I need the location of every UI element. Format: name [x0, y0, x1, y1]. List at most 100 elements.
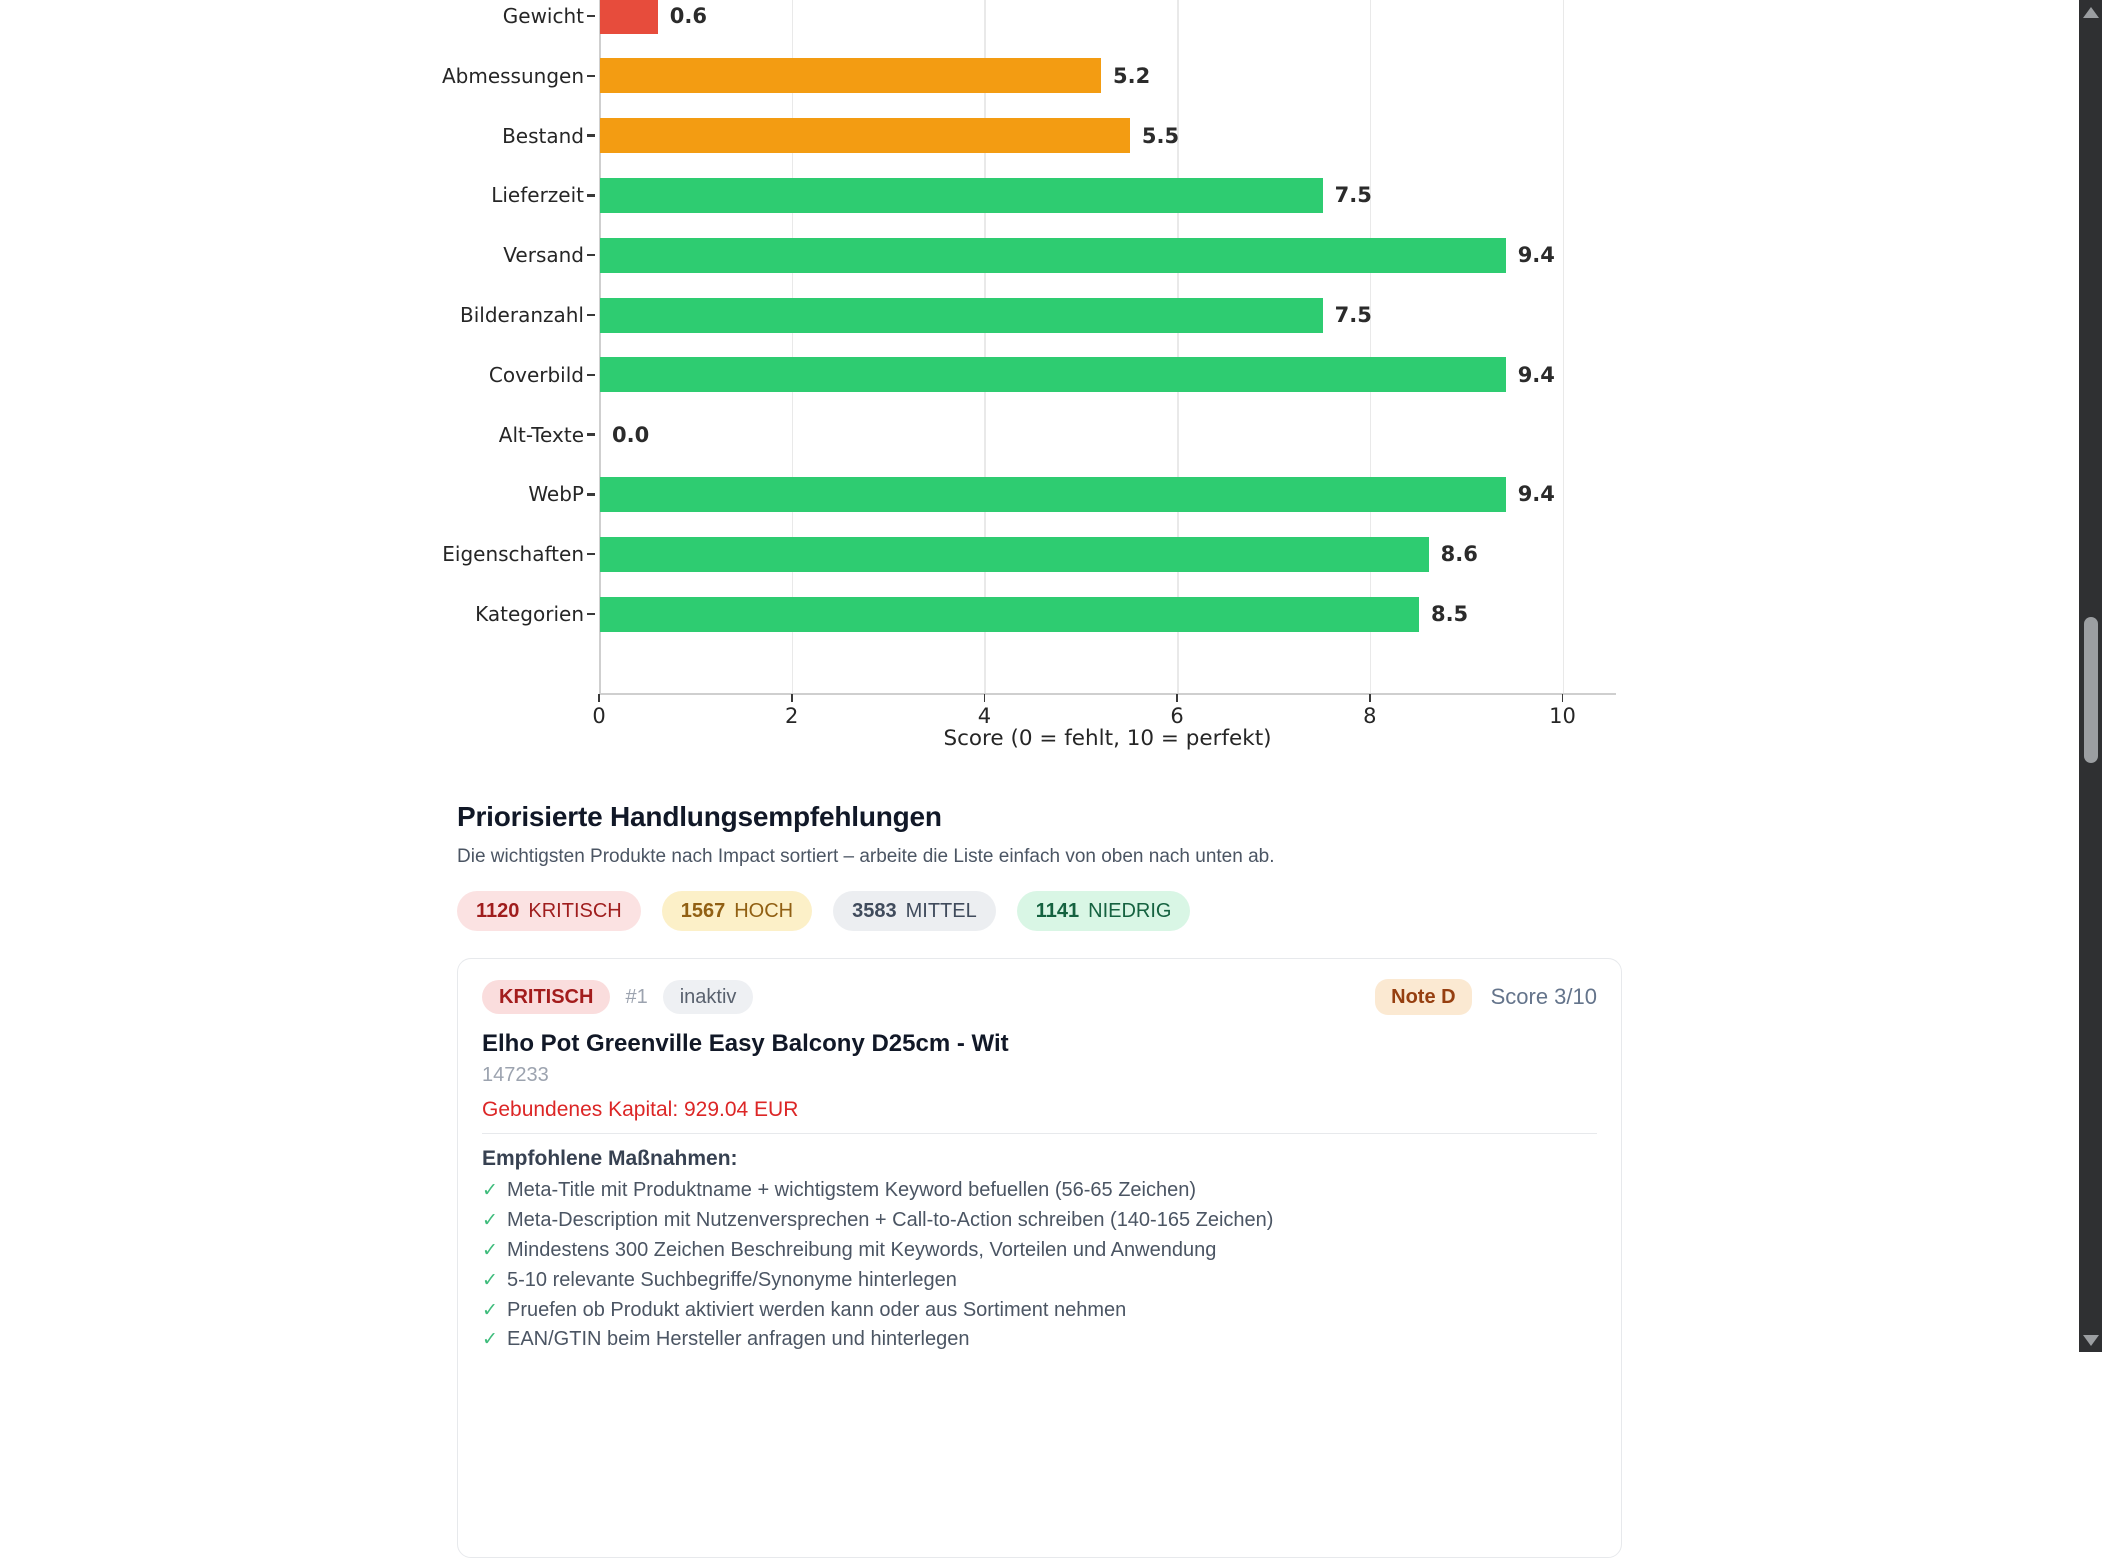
y-tick-mark — [587, 552, 595, 556]
badge-count: 3583 — [852, 899, 897, 922]
summary-badge-kritisch: 1120 KRITISCH — [457, 891, 641, 931]
check-icon: ✓ — [482, 1299, 498, 1321]
category-label: Gewicht — [502, 4, 584, 28]
y-tick-mark — [587, 14, 595, 18]
bar — [600, 118, 1130, 154]
x-tick-mark — [790, 694, 793, 702]
y-tick-mark — [587, 74, 595, 78]
check-icon: ✓ — [482, 1269, 498, 1291]
bar — [600, 237, 1506, 273]
x-tick-mark — [1561, 694, 1564, 702]
category-label: Kategorien — [475, 602, 584, 626]
action-text: Meta-Title mit Produktname + wichtigstem… — [507, 1179, 1197, 1202]
check-icon: ✓ — [482, 1210, 498, 1232]
action-text: 5-10 relevante Suchbegriffe/Synonyme hin… — [507, 1268, 957, 1291]
category-label: Bestand — [502, 123, 584, 148]
x-tick-mark — [983, 694, 986, 702]
bar-value-label: 9.4 — [1517, 482, 1555, 507]
bar-value-label: 0.6 — [669, 4, 707, 28]
category-label: WebP — [528, 482, 584, 507]
badge-label: MITTEL — [905, 899, 977, 922]
card-divider — [482, 1133, 1597, 1134]
category-label: Alt-Texte — [498, 422, 584, 447]
grid-line — [1562, 0, 1564, 693]
bar-value-label: 7.5 — [1334, 303, 1372, 327]
x-tick-mark — [598, 694, 600, 702]
badge-count: 1120 — [476, 899, 520, 922]
grid-line — [984, 0, 986, 693]
bar-value-label: 8.6 — [1440, 542, 1478, 567]
grade-badge: Note D — [1375, 979, 1472, 1015]
product-title: Elho Pot Greenville Easy Balcony D25cm -… — [482, 1030, 1009, 1057]
section-title: Priorisierte Handlungsempfehlungen — [457, 801, 942, 832]
bar-value-label: 5.5 — [1141, 123, 1180, 148]
chart-y-axis-line — [599, 0, 601, 693]
x-tick-label: 6 — [1170, 704, 1184, 728]
x-tick-label: 0 — [592, 704, 606, 728]
severity-summary: 1120 KRITISCH 1567 HOCH 3583 MITTEL 1141 NIE… — [457, 891, 1191, 931]
category-label: Coverbild — [488, 362, 584, 387]
badge-label: HOCH — [734, 899, 794, 922]
category-label: Eigenschaften — [442, 542, 584, 567]
bar — [600, 177, 1323, 213]
y-tick-mark — [587, 313, 595, 317]
chart-x-axis-label: Score (0 = fehlt, 10 = perfekt) — [943, 726, 1272, 751]
action-text: Meta-Description mit Nutzenversprechen +… — [507, 1209, 1274, 1232]
bar-value-label: 9.4 — [1517, 362, 1555, 387]
y-tick-mark — [587, 433, 595, 436]
rank-label: #1 — [625, 985, 648, 1008]
scrollbar[interactable] — [2079, 0, 2102, 1352]
bar — [600, 0, 658, 34]
x-tick-label: 4 — [977, 704, 992, 728]
recommendation-card: KRITISCH #1 inaktiv Note D Score 3/10 El… — [457, 958, 1622, 1558]
check-icon: ✓ — [482, 1239, 498, 1261]
actions-list: ✓ Meta-Title mit Produktname + wichtigste… — [482, 1176, 1597, 1355]
action-item: ✓ EAN/GTIN beim Hersteller anfragen und h… — [482, 1325, 1597, 1355]
bar-value-label: 7.5 — [1334, 183, 1372, 208]
x-tick-label: 2 — [785, 704, 799, 728]
summary-badge-hoch: 1567 HOCH — [661, 891, 813, 931]
category-label: Abmessungen — [441, 63, 584, 88]
bar-value-label: 9.4 — [1517, 243, 1555, 268]
section-subtitle: Die wichtigsten Produkte nach Impact sor… — [457, 846, 1275, 867]
status-badge: inaktiv — [662, 980, 754, 1014]
x-tick-mark — [1176, 694, 1178, 702]
category-label: Lieferzeit — [491, 183, 584, 208]
bar — [600, 476, 1506, 512]
x-tick-label: 10 — [1549, 704, 1576, 728]
check-icon: ✓ — [482, 1329, 498, 1351]
badge-count: 1567 — [680, 899, 726, 922]
bar-value-label: 8.5 — [1430, 602, 1469, 626]
action-text: Mindestens 300 Zeichen Beschreibung mit … — [507, 1238, 1217, 1261]
actions-title: Empfohlene Maßnahmen: — [482, 1147, 738, 1170]
category-label: Versand — [503, 243, 584, 268]
action-text: EAN/GTIN beim Hersteller anfragen und hi… — [507, 1328, 970, 1351]
scroll-up-arrow-icon[interactable] — [2082, 7, 2099, 18]
grid-line — [791, 0, 794, 693]
check-icon: ✓ — [482, 1180, 498, 1202]
scroll-down-arrow-icon[interactable] — [2082, 1335, 2099, 1346]
category-label: Bilderanzahl — [460, 303, 584, 327]
bound-capital-text: Gebundenes Kapital: 929.04 EUR — [482, 1098, 799, 1121]
badge-count: 1141 — [1035, 899, 1080, 922]
badge-label: NIEDRIG — [1088, 899, 1172, 922]
bar — [600, 596, 1419, 632]
action-item: ✓ Mindestens 300 Zeichen Beschreibung mit… — [482, 1236, 1597, 1266]
summary-badge-niedrig: 1141 NIEDRIG — [1016, 891, 1191, 931]
summary-badge-mittel: 3583 MITTEL — [833, 891, 996, 931]
product-id: 147233 — [482, 1064, 549, 1086]
y-tick-mark — [587, 612, 595, 616]
action-text: Pruefen ob Produkt aktiviert werden kann… — [507, 1298, 1127, 1321]
scrollbar-thumb[interactable] — [2083, 617, 2098, 763]
bar-value-label: 0.0 — [612, 422, 650, 447]
grid-line — [1177, 0, 1179, 693]
score-label: Score 3/10 — [1490, 984, 1597, 1009]
action-item: ✓ Meta-Description mit Nutzenversprechen … — [482, 1206, 1597, 1236]
action-item: ✓ Pruefen ob Produkt aktiviert werden kan… — [482, 1295, 1597, 1325]
y-tick-mark — [587, 253, 595, 257]
x-tick-label: 8 — [1363, 704, 1377, 728]
bar — [600, 58, 1102, 94]
x-tick-mark — [1368, 694, 1371, 702]
action-item: ✓ Meta-Title mit Produktname + wichtigste… — [482, 1176, 1597, 1206]
grid-line — [1369, 0, 1372, 693]
